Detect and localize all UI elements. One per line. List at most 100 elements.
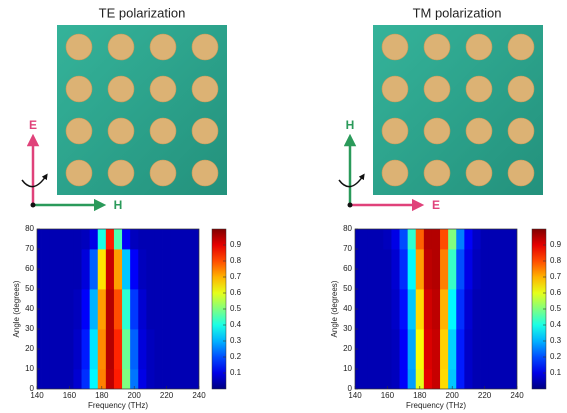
colorbar-tick-label: 0.1 [230, 368, 242, 377]
x-tick-label: 240 [192, 391, 206, 400]
heatmap [33, 209, 204, 409]
heatmap-cell [138, 329, 147, 369]
heatmap-cell [130, 249, 139, 289]
heatmap-cell [73, 329, 82, 369]
y-tick-label: 10 [25, 364, 34, 373]
metasurface-image [57, 25, 227, 195]
disc [382, 160, 408, 186]
heatmap-cell [440, 249, 449, 289]
heatmap-cell [481, 249, 490, 289]
heatmap-cell [383, 249, 392, 289]
disc [382, 118, 408, 144]
disc [466, 160, 492, 186]
disc [466, 76, 492, 102]
heatmap-cell [41, 249, 50, 289]
x-tick-label: 200 [128, 391, 142, 400]
heatmap-cell [57, 249, 66, 289]
heatmap-cell [416, 329, 425, 369]
heatmap-cell [154, 249, 163, 289]
heatmap-cell [367, 249, 376, 289]
heatmap-cell [359, 289, 368, 329]
field-label: E [29, 118, 37, 132]
colorbar-tick-label: 0.5 [550, 304, 562, 313]
heatmap-cell [375, 329, 384, 369]
heatmap-cell [90, 289, 99, 329]
y-tick-label: 20 [25, 344, 34, 353]
heatmap-cell [424, 289, 433, 329]
heatmap-cell [65, 249, 74, 289]
disc [150, 118, 176, 144]
heatmap-cell [82, 249, 91, 289]
x-axis-label: Frequency (THz) [88, 401, 148, 410]
disc [466, 34, 492, 60]
heatmap-cell [106, 289, 115, 329]
field-label: E [432, 198, 440, 212]
disc [424, 160, 450, 186]
heatmap-cell [114, 329, 123, 369]
heatmap-cell [497, 329, 506, 369]
heatmap-cell [400, 289, 409, 329]
heatmap-cell [163, 289, 172, 329]
heatmap-cell [41, 329, 50, 369]
heatmap-cell [82, 329, 91, 369]
disc [150, 34, 176, 60]
heatmap-cell [448, 249, 457, 289]
heatmap-cell [432, 329, 441, 369]
heatmap-cell [146, 329, 155, 369]
heatmap-cell [122, 289, 131, 329]
heatmap-cell [359, 329, 368, 369]
heatmap-cell [408, 249, 417, 289]
heatmap-cell [408, 329, 417, 369]
y-tick-label: 20 [343, 344, 352, 353]
heatmap-cell [464, 249, 473, 289]
disc [66, 34, 92, 60]
heatmap-cell [73, 289, 82, 329]
heatmap-cell [456, 249, 465, 289]
colorbar-tick-label: 0.2 [550, 352, 562, 361]
heatmap-cell [49, 289, 58, 329]
heatmap-cell [375, 289, 384, 329]
disc [150, 160, 176, 186]
colorbar-tick-label: 0.6 [550, 288, 562, 297]
disc [424, 118, 450, 144]
heatmap-cell [464, 289, 473, 329]
heatmap-cell [179, 289, 188, 329]
x-tick-label: 160 [381, 391, 395, 400]
colorbar-tick-label: 0.9 [230, 240, 242, 249]
heatmap-cell [456, 329, 465, 369]
heatmap-cell [41, 289, 50, 329]
heatmap-cell [383, 289, 392, 329]
heatmap-cell [122, 249, 131, 289]
y-tick-label: 30 [25, 324, 34, 333]
heatmap-cell [49, 249, 58, 289]
disc [150, 76, 176, 102]
x-axis-label: Frequency (THz) [406, 401, 466, 410]
heatmap-cell [481, 329, 490, 369]
disc [508, 118, 534, 144]
disc [108, 160, 134, 186]
heatmap-cell [505, 249, 513, 289]
heatmap-cell [367, 289, 376, 329]
disc [66, 118, 92, 144]
heatmap-cell [106, 329, 115, 369]
disc [192, 118, 218, 144]
heatmap-cell [187, 329, 196, 369]
heatmap-cell [171, 249, 180, 289]
heatmap-cell [114, 289, 123, 329]
heatmap-cell [472, 289, 481, 329]
disc [424, 34, 450, 60]
y-tick-label: 0 [348, 384, 353, 393]
disc [382, 34, 408, 60]
heatmap-cell [489, 249, 498, 289]
disc [466, 118, 492, 144]
heatmap-cell [187, 249, 196, 289]
panel-title: TM polarization [413, 5, 502, 20]
heatmap-cell [391, 249, 400, 289]
heatmap-cell [489, 289, 498, 329]
colorbar-tick-label: 0.4 [230, 320, 242, 329]
heatmap-cell [65, 289, 74, 329]
heatmap-cell [146, 289, 155, 329]
colorbar-tick-label: 0.5 [230, 304, 242, 313]
figure: TE polarization TM polarization E H H E … [0, 0, 567, 413]
heatmap-cell [440, 329, 449, 369]
